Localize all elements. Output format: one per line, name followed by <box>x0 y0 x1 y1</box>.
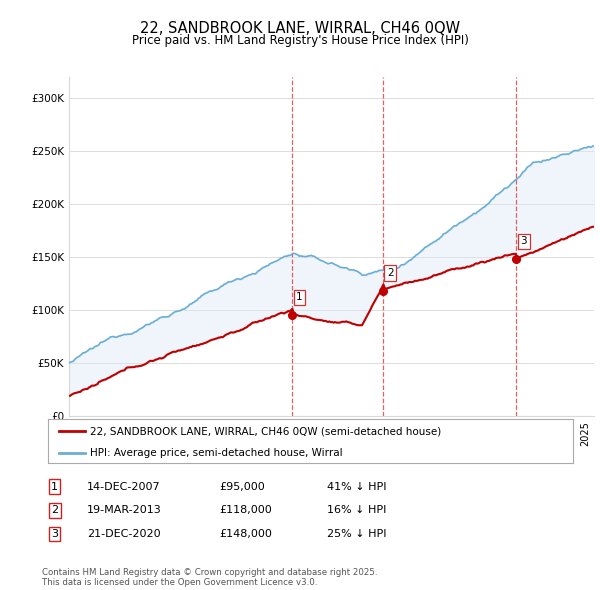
Text: 22, SANDBROOK LANE, WIRRAL, CH46 0QW (semi-detached house): 22, SANDBROOK LANE, WIRRAL, CH46 0QW (se… <box>90 427 441 436</box>
Text: 41% ↓ HPI: 41% ↓ HPI <box>327 482 386 491</box>
Text: 3: 3 <box>520 236 527 246</box>
Text: 19-MAR-2013: 19-MAR-2013 <box>87 506 162 515</box>
Text: 1: 1 <box>296 293 303 303</box>
Text: 3: 3 <box>51 529 58 539</box>
Text: £148,000: £148,000 <box>219 529 272 539</box>
Text: Price paid vs. HM Land Registry's House Price Index (HPI): Price paid vs. HM Land Registry's House … <box>131 34 469 47</box>
Text: 25% ↓ HPI: 25% ↓ HPI <box>327 529 386 539</box>
Text: 14-DEC-2007: 14-DEC-2007 <box>87 482 161 491</box>
Text: 2: 2 <box>387 268 394 278</box>
Text: 22, SANDBROOK LANE, WIRRAL, CH46 0QW: 22, SANDBROOK LANE, WIRRAL, CH46 0QW <box>140 21 460 35</box>
Text: £118,000: £118,000 <box>219 506 272 515</box>
Text: Contains HM Land Registry data © Crown copyright and database right 2025.
This d: Contains HM Land Registry data © Crown c… <box>42 568 377 587</box>
Text: 21-DEC-2020: 21-DEC-2020 <box>87 529 161 539</box>
Text: £95,000: £95,000 <box>219 482 265 491</box>
Text: 2: 2 <box>51 506 58 515</box>
Text: 1: 1 <box>51 482 58 491</box>
Text: HPI: Average price, semi-detached house, Wirral: HPI: Average price, semi-detached house,… <box>90 448 343 458</box>
Text: 16% ↓ HPI: 16% ↓ HPI <box>327 506 386 515</box>
